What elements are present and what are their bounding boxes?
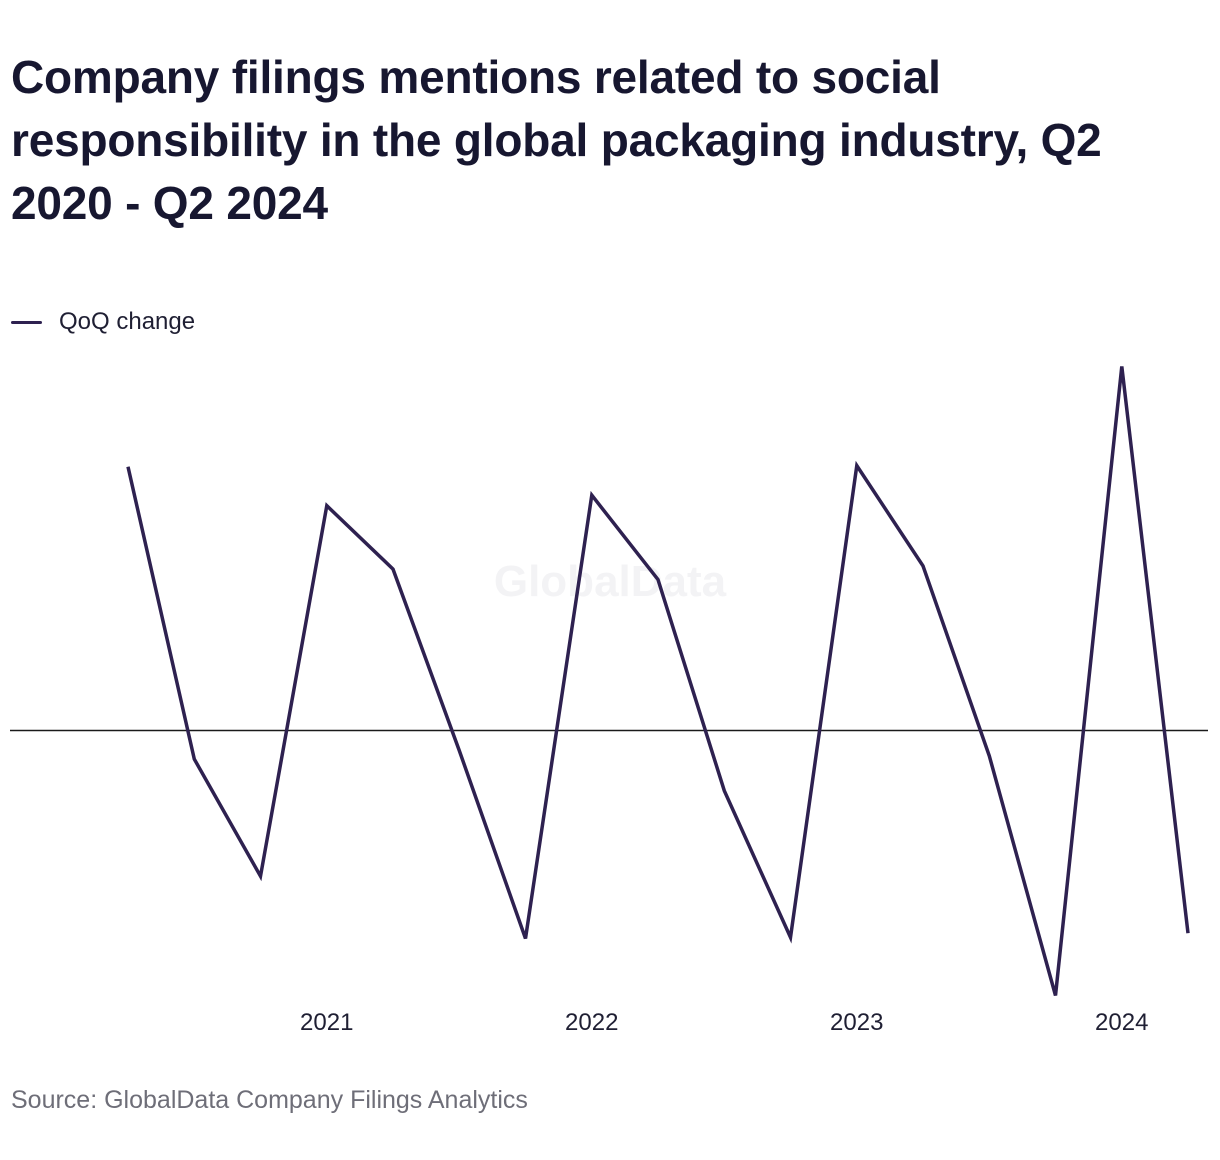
x-axis-ticks: 2021 2022 2023 2024 [300, 1009, 1148, 1036]
plot-area: 2021 2022 2023 2024 [10, 366, 1208, 1036]
chart-title: Company filings mentions related to soci… [11, 51, 1102, 229]
legend: QoQ change [11, 306, 195, 338]
legend-swatch [11, 320, 42, 324]
x-tick-label: 2022 [565, 1009, 618, 1036]
watermark: GlobalData [494, 557, 727, 606]
source-note: Source: GlobalData Company Filings Analy… [11, 1086, 528, 1114]
x-tick-label: 2021 [300, 1009, 353, 1036]
series-line-qoq-change [126, 366, 1190, 996]
x-tick-label: 2024 [1095, 1009, 1148, 1036]
x-tick-label: 2023 [830, 1009, 883, 1036]
legend-label: QoQ change [59, 308, 196, 335]
